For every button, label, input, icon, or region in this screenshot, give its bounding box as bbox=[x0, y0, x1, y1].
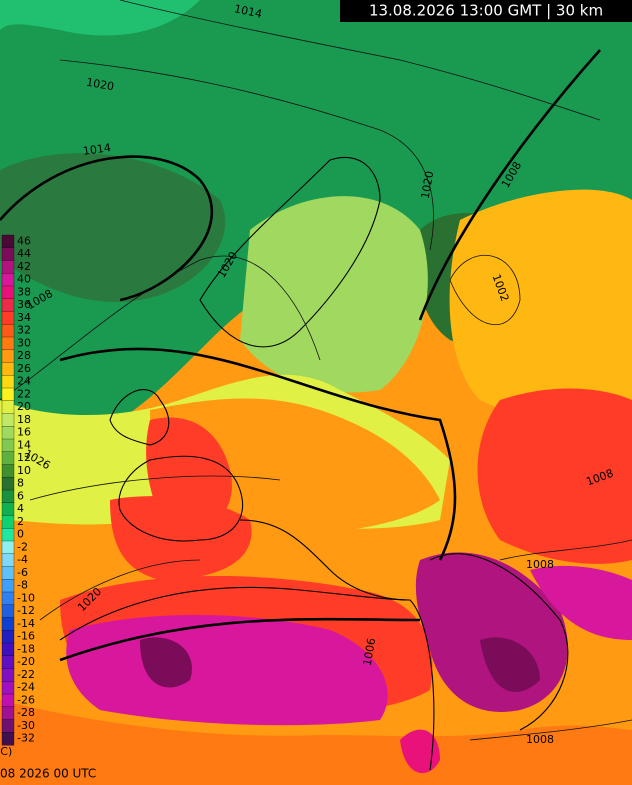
isobar-label: 1006 bbox=[361, 637, 379, 667]
legend-label: -12 bbox=[17, 604, 35, 617]
legend-swatch bbox=[1, 706, 15, 720]
legend-label: -8 bbox=[17, 579, 28, 592]
legend-label: -6 bbox=[17, 566, 28, 579]
legend-swatch bbox=[1, 324, 15, 338]
legend-swatch bbox=[1, 579, 15, 593]
legend-swatch bbox=[1, 247, 15, 261]
isobar-label: 1008 bbox=[526, 558, 554, 571]
legend-swatch bbox=[1, 681, 15, 695]
legend-swatch bbox=[1, 617, 15, 631]
legend-swatch bbox=[1, 668, 15, 682]
legend: 4644424038363432302826242220181614121086… bbox=[1, 234, 35, 746]
legend-label: 38 bbox=[17, 285, 31, 298]
legend-label: -10 bbox=[17, 591, 35, 604]
legend-swatch bbox=[1, 234, 15, 249]
legend-swatch bbox=[1, 349, 15, 363]
legend-swatch bbox=[1, 591, 15, 606]
coastlines bbox=[59, 156, 569, 771]
legend-swatch bbox=[1, 642, 15, 657]
legend-swatch bbox=[1, 400, 15, 414]
legend-swatch bbox=[1, 260, 15, 274]
legend-swatch bbox=[1, 464, 15, 478]
legend-label: 0 bbox=[17, 528, 24, 541]
legend-swatch bbox=[1, 693, 15, 708]
run-info: 08 2026 00 UTC bbox=[0, 767, 96, 781]
legend-swatch bbox=[1, 451, 15, 465]
legend-label: -30 bbox=[17, 719, 35, 732]
legend-swatch bbox=[1, 336, 15, 351]
legend-swatch bbox=[1, 655, 15, 669]
legend-label: -26 bbox=[17, 693, 35, 706]
legend-label: 20 bbox=[17, 400, 31, 413]
legend-label: -24 bbox=[17, 681, 35, 694]
legend-swatch bbox=[1, 553, 15, 567]
legend-label: 46 bbox=[17, 234, 31, 247]
legend-swatch bbox=[1, 438, 15, 453]
legend-swatch bbox=[1, 273, 15, 287]
legend-label: 36 bbox=[17, 298, 31, 311]
legend-label: 12 bbox=[17, 451, 31, 464]
legend-label: 22 bbox=[17, 387, 31, 400]
legend-label: 14 bbox=[17, 438, 31, 451]
legend-label: 32 bbox=[17, 324, 31, 337]
header-title: 13.08.2026 13:00 GMT | 30 km bbox=[369, 2, 603, 20]
copyright: (C) bbox=[0, 745, 12, 758]
legend-swatch bbox=[1, 540, 15, 555]
legend-label: 44 bbox=[17, 247, 31, 260]
legend-label: -16 bbox=[17, 630, 35, 643]
legend-label: -2 bbox=[17, 540, 28, 553]
legend-swatch bbox=[1, 387, 15, 402]
legend-swatch bbox=[1, 528, 15, 542]
legend-swatch bbox=[1, 413, 15, 427]
legend-swatch bbox=[1, 285, 15, 300]
legend-swatch bbox=[1, 566, 15, 580]
legend-swatch bbox=[1, 604, 15, 618]
isobars bbox=[0, 0, 632, 741]
legend-swatch bbox=[1, 362, 15, 376]
header-box bbox=[340, 0, 632, 22]
legend-label: 28 bbox=[17, 349, 31, 362]
legend-label: -14 bbox=[17, 617, 35, 630]
legend-label: -20 bbox=[17, 655, 35, 668]
legend-label: 30 bbox=[17, 336, 31, 349]
legend-label: 26 bbox=[17, 362, 31, 375]
legend-label: -28 bbox=[17, 706, 35, 719]
legend-swatch bbox=[1, 489, 15, 504]
legend-label: -18 bbox=[17, 642, 35, 655]
legend-label: 16 bbox=[17, 426, 31, 439]
isobar-label: 1020 bbox=[419, 170, 437, 200]
legend-label: 34 bbox=[17, 311, 31, 324]
legend-label: 10 bbox=[17, 464, 31, 477]
isobar-label: 1014 bbox=[233, 2, 263, 21]
legend-label: 18 bbox=[17, 413, 31, 426]
legend-label: 40 bbox=[17, 273, 31, 286]
legend-swatch bbox=[1, 311, 15, 325]
legend-label: 2 bbox=[17, 515, 24, 528]
legend-label: 6 bbox=[17, 489, 24, 502]
legend-swatch bbox=[1, 298, 15, 312]
legend-swatch bbox=[1, 719, 15, 733]
legend-label: 8 bbox=[17, 477, 24, 490]
legend-label: 42 bbox=[17, 260, 31, 273]
legend-label: 24 bbox=[17, 375, 31, 388]
legend-swatch bbox=[1, 426, 15, 440]
legend-label: -22 bbox=[17, 668, 35, 681]
legend-swatch bbox=[1, 502, 15, 516]
isobar-label: 1008 bbox=[526, 733, 554, 746]
legend-swatch bbox=[1, 630, 15, 644]
legend-swatch bbox=[1, 732, 15, 746]
legend-swatch bbox=[1, 375, 15, 389]
legend-label: 4 bbox=[17, 502, 24, 515]
isobar-label: 1020 bbox=[85, 76, 115, 94]
legend-label: -32 bbox=[17, 732, 35, 745]
legend-swatch bbox=[1, 477, 15, 491]
legend-swatch bbox=[1, 515, 15, 529]
legend-label: -4 bbox=[17, 553, 28, 566]
isobar-label: 1014 bbox=[82, 141, 112, 158]
